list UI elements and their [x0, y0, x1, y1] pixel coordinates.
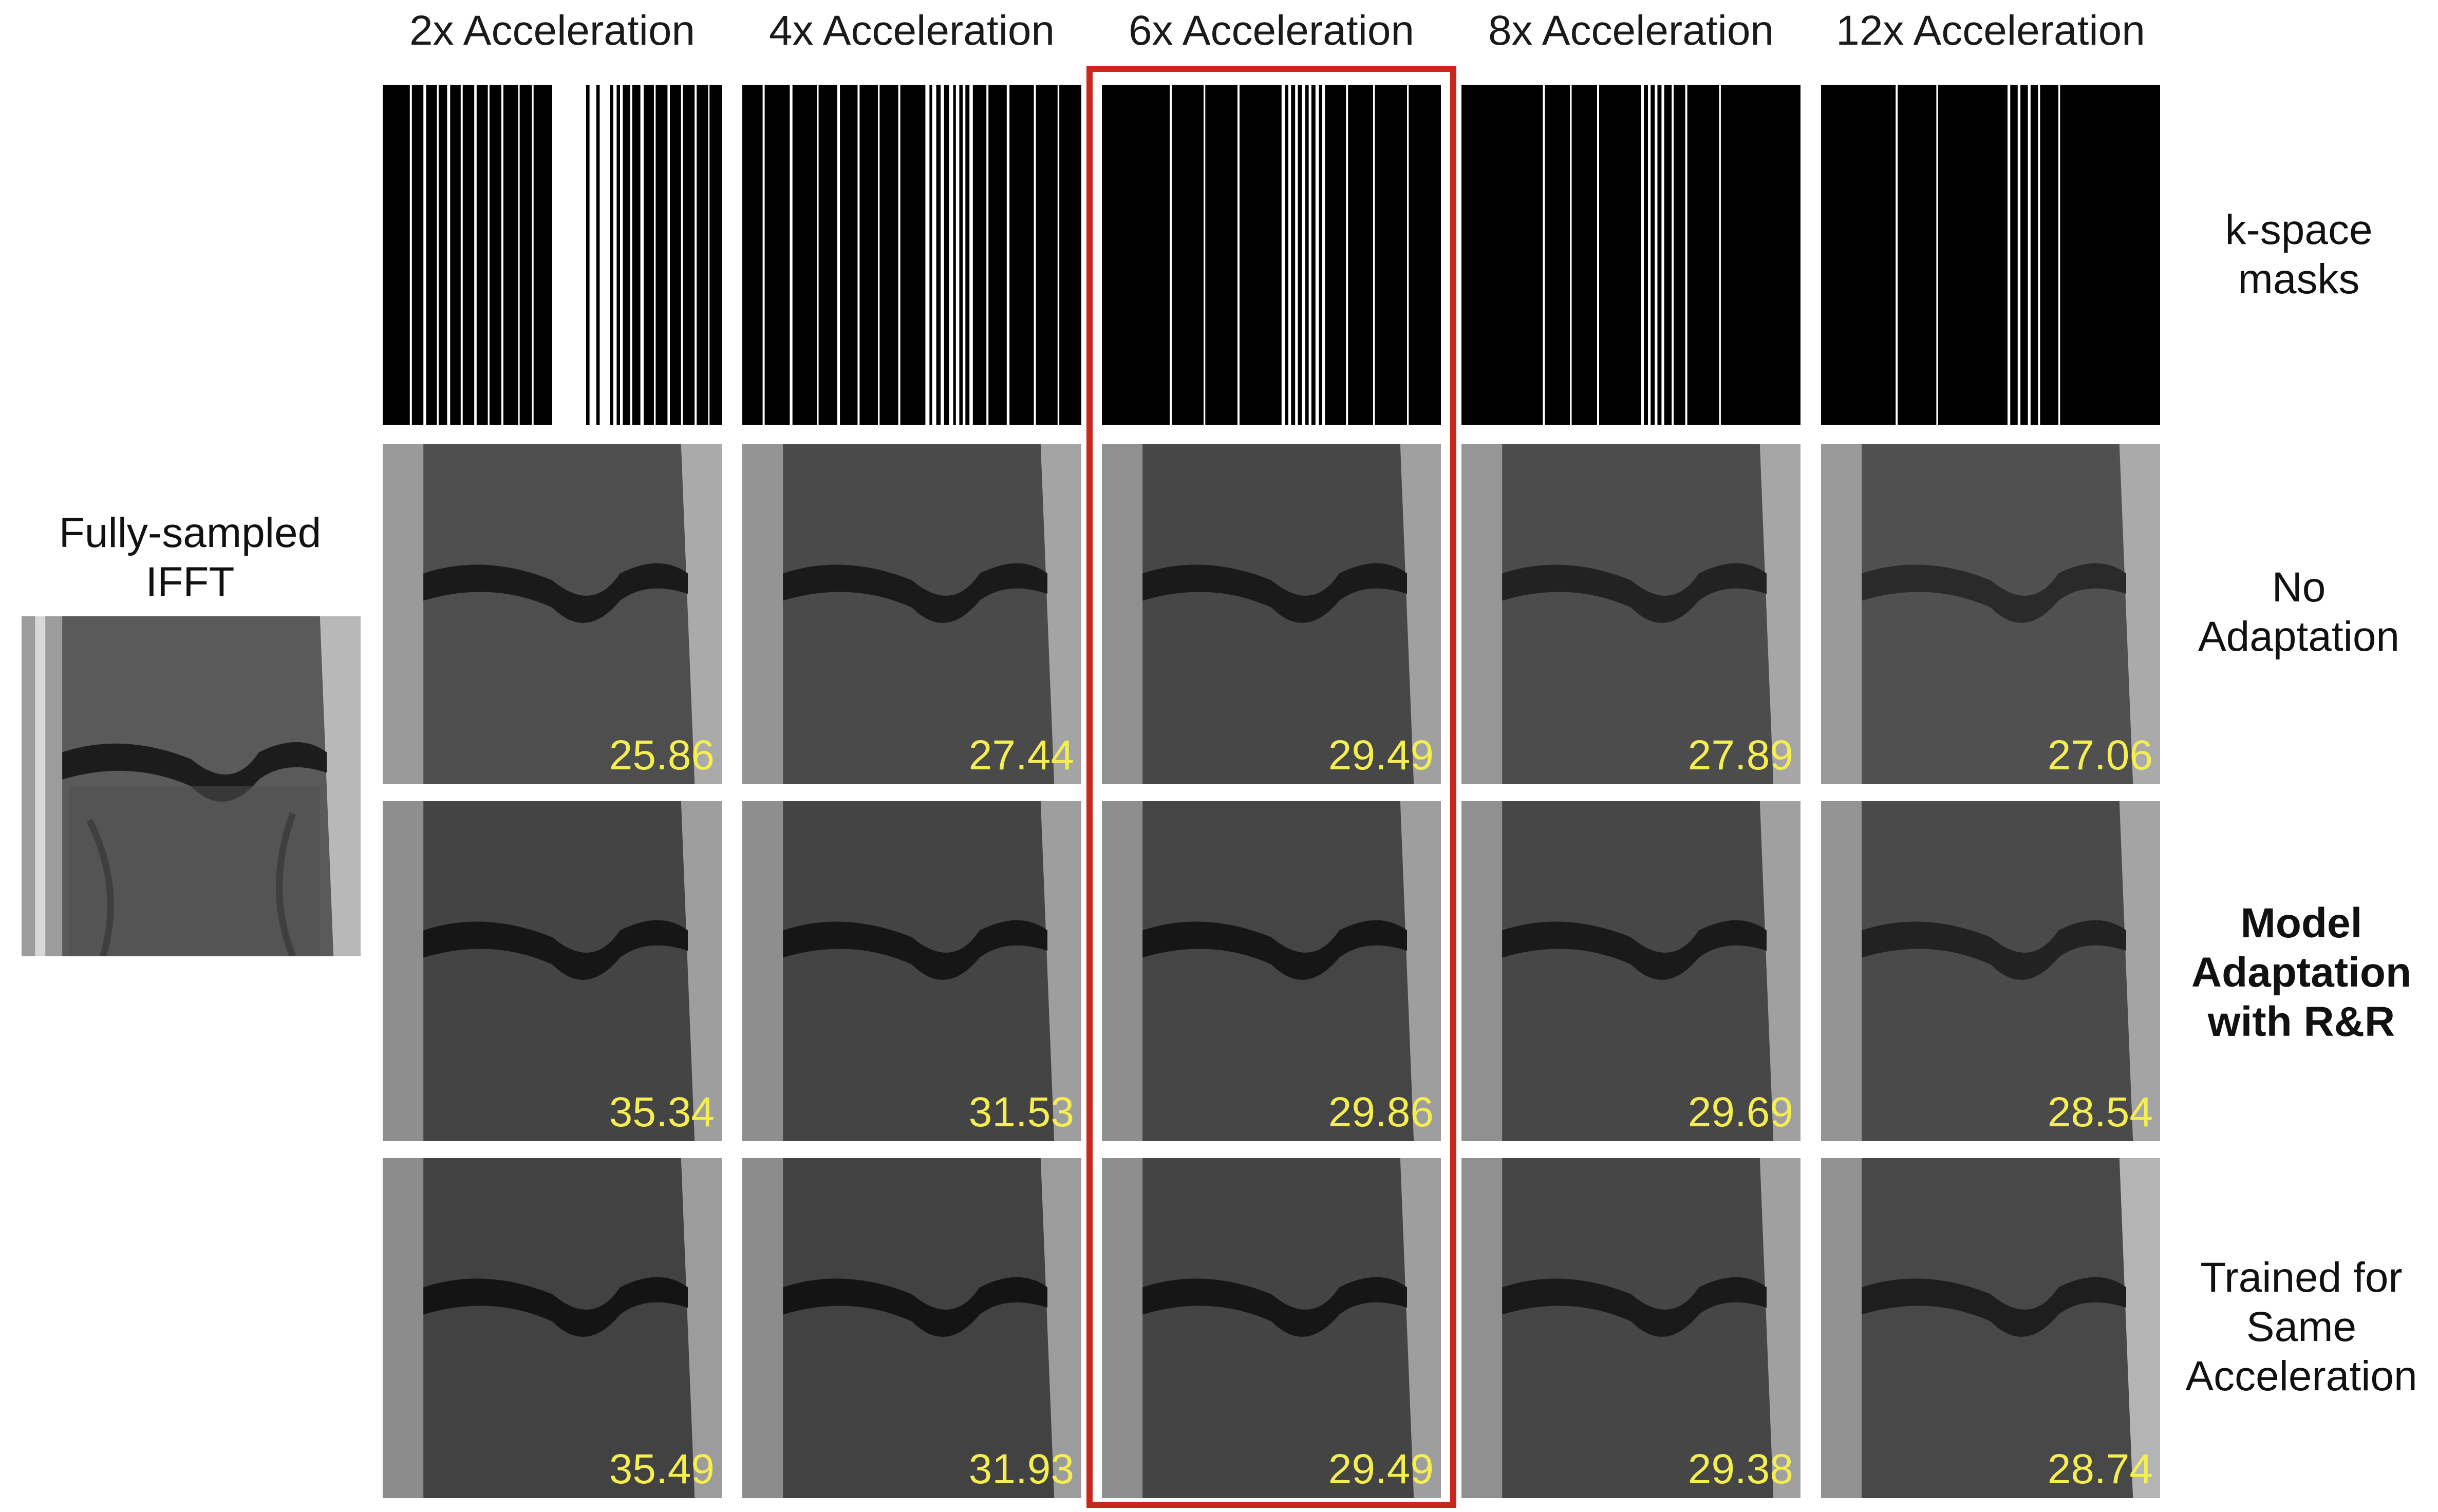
psnr-model-adaptation-6x: 29.86: [1328, 1089, 1434, 1136]
kspace-mask-4x: [742, 85, 1081, 425]
mri-no-adaptation-8x: 27.89: [1461, 444, 1801, 784]
kspace-mask-8x: [1461, 85, 1801, 425]
psnr-no-adaptation-8x: 27.89: [1687, 732, 1793, 779]
kspace-mask-2x: [383, 85, 722, 425]
column-header-2x: 2x Acceleration: [409, 7, 696, 54]
row-label-no-adaptation-line2: Adaptation: [2198, 613, 2400, 660]
psnr-model-adaptation-2x: 35.34: [609, 1089, 715, 1136]
mri-no-adaptation-4x: 27.44: [742, 444, 1081, 784]
row-label-model-adaptation-line1: Model: [2240, 900, 2362, 947]
mri-trained-same-12x: 28.74: [1821, 1158, 2160, 1498]
mri-trained-same-2x: 35.49: [383, 1158, 722, 1498]
mri-no-adaptation-2x: 25.86: [383, 444, 722, 784]
mri-trained-same-8x: 29.38: [1461, 1158, 1801, 1498]
row-label-model-adaptation: Model Adaptation with R&R: [2173, 899, 2430, 1047]
mri-model-adaptation-8x: 29.69: [1461, 801, 1801, 1141]
mri-trained-same-6x: 29.49: [1102, 1158, 1441, 1498]
reference-label-line2: IFFT: [145, 559, 235, 606]
psnr-trained-same-8x: 29.38: [1687, 1446, 1793, 1492]
psnr-no-adaptation-6x: 29.49: [1328, 732, 1434, 779]
reference-image: [22, 616, 361, 956]
row-label-kspace-line2: masks: [2238, 256, 2360, 303]
row-label-trained-same: Trained for Same Acceleration: [2173, 1253, 2430, 1401]
row-label-trained-same-line3: Acceleration: [2185, 1353, 2417, 1400]
psnr-trained-same-12x: 28.74: [2047, 1446, 2153, 1492]
mri-model-adaptation-4x: 31.53: [742, 801, 1081, 1141]
highlight-box-6x-column: [1086, 66, 1456, 1508]
row-label-model-adaptation-line3: with R&R: [2207, 998, 2395, 1045]
column-header-12x: 12x Acceleration: [1836, 7, 2145, 54]
row-label-model-adaptation-line2: Adaptation: [2191, 949, 2412, 996]
psnr-no-adaptation-2x: 25.86: [609, 732, 715, 779]
kspace-mask-6x: [1102, 85, 1441, 425]
mri-model-adaptation-2x: 35.34: [383, 801, 722, 1141]
psnr-model-adaptation-8x: 29.69: [1687, 1089, 1793, 1136]
mri-model-adaptation-6x: 29.86: [1102, 801, 1441, 1141]
mri-no-adaptation-6x: 29.49: [1102, 444, 1441, 784]
reference-label-line1: Fully-sampled: [59, 509, 322, 556]
psnr-no-adaptation-12x: 27.06: [2047, 732, 2153, 779]
row-label-kspace-line1: k-space: [2225, 206, 2373, 253]
column-header-4x: 4x Acceleration: [768, 7, 1055, 54]
kspace-mask-12x: [1821, 85, 2160, 425]
reference-label: Fully-sampled IFFT: [21, 508, 360, 607]
column-header-8x: 8x Acceleration: [1488, 7, 1774, 54]
row-label-trained-same-line1: Trained for: [2200, 1254, 2403, 1301]
mri-model-adaptation-12x: 28.54: [1821, 801, 2160, 1141]
column-header-6x: 6x Acceleration: [1128, 7, 1415, 54]
row-label-trained-same-line2: Same: [2246, 1303, 2357, 1350]
psnr-trained-same-4x: 31.93: [968, 1446, 1074, 1492]
row-label-no-adaptation: No Adaptation: [2173, 563, 2425, 662]
row-label-no-adaptation-line1: No: [2272, 564, 2326, 611]
row-label-kspace-masks: k-space masks: [2173, 205, 2425, 304]
psnr-no-adaptation-4x: 27.44: [968, 732, 1074, 779]
mri-no-adaptation-12x: 27.06: [1821, 444, 2160, 784]
psnr-trained-same-2x: 35.49: [609, 1446, 715, 1492]
psnr-trained-same-6x: 29.49: [1328, 1446, 1434, 1492]
psnr-model-adaptation-4x: 31.53: [968, 1089, 1074, 1136]
psnr-model-adaptation-12x: 28.54: [2047, 1089, 2153, 1136]
mri-trained-same-4x: 31.93: [742, 1158, 1081, 1498]
